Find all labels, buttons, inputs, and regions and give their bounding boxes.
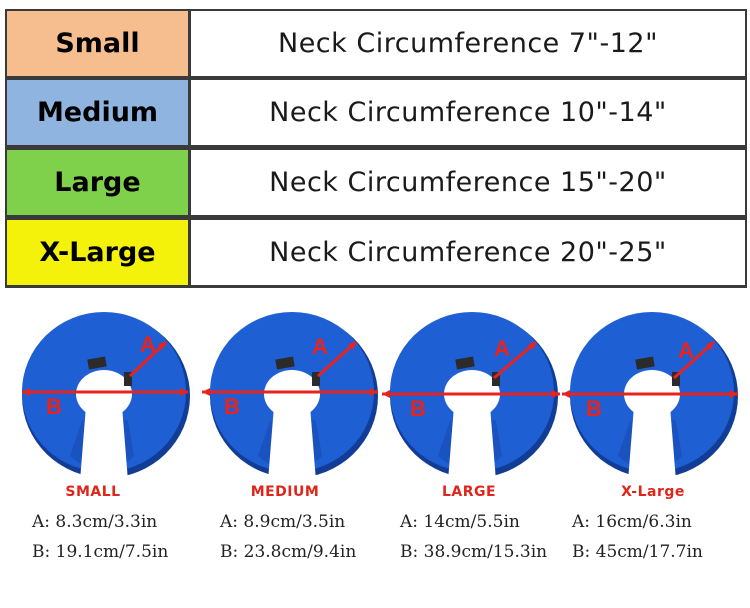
- collar-medium: A B MEDIUM A: 8.9cm/3.5in B: 23.8cm/9.4i…: [196, 306, 386, 596]
- marker-b: B: [46, 394, 62, 419]
- size-row-xlarge: X-Large Neck Circumference 20"-25": [7, 220, 745, 285]
- neck-circumference: Neck Circumference 7"-12": [191, 11, 745, 76]
- measure-b: B: 45cm/17.7in: [572, 542, 703, 562]
- measure-a: A: 8.3cm/3.3in: [32, 512, 158, 532]
- inflatable-collar-icon: A B: [382, 312, 560, 481]
- marker-a: A: [312, 334, 328, 359]
- size-label: X-Large: [7, 220, 191, 285]
- collar-title: MEDIUM: [250, 484, 320, 500]
- measure-b: B: 38.9cm/15.3in: [400, 542, 548, 562]
- marker-b: B: [586, 396, 602, 421]
- size-label: Large: [7, 150, 191, 215]
- size-table: Small Neck Circumference 7"-12" Medium N…: [5, 9, 747, 288]
- measure-b: B: 23.8cm/9.4in: [220, 542, 357, 562]
- collar-xlarge: A B X-Large A: 16cm/6.3in B: 45cm/17.7in: [556, 306, 746, 596]
- inflatable-collar-icon: A B: [22, 312, 190, 481]
- marker-a: A: [678, 338, 694, 363]
- collar-title: LARGE: [441, 484, 497, 500]
- size-row-small: Small Neck Circumference 7"-12": [7, 11, 745, 76]
- measure-a: A: 14cm/5.5in: [400, 512, 520, 532]
- marker-b: B: [410, 396, 426, 421]
- collar-title: X-Large: [621, 484, 685, 500]
- size-row-large: Large Neck Circumference 15"-20": [7, 150, 745, 215]
- marker-a: A: [140, 332, 156, 357]
- marker-a: A: [494, 336, 510, 361]
- measure-a: A: 16cm/6.3in: [572, 512, 692, 532]
- collar-small: A B SMALL A: 8.3cm/3.3in B: 19.1cm/7.5in: [8, 306, 198, 596]
- neck-circumference: Neck Circumference 10"-14": [191, 80, 745, 145]
- size-row-medium: Medium Neck Circumference 10"-14": [7, 80, 745, 145]
- size-label: Small: [7, 11, 191, 76]
- inflatable-collar-icon: A B: [202, 312, 378, 481]
- neck-circumference: Neck Circumference 20"-25": [191, 220, 745, 285]
- measure-b: B: 19.1cm/7.5in: [32, 542, 169, 562]
- inflatable-collar-icon: A B: [562, 312, 738, 481]
- collar-title: SMALL: [65, 484, 121, 500]
- measure-a: A: 8.9cm/3.5in: [220, 512, 346, 532]
- size-label: Medium: [7, 80, 191, 145]
- collar-large: A B LARGE A: 14cm/5.5in B: 38.9cm/15.3in: [376, 306, 566, 596]
- marker-b: B: [224, 394, 240, 419]
- neck-circumference: Neck Circumference 15"-20": [191, 150, 745, 215]
